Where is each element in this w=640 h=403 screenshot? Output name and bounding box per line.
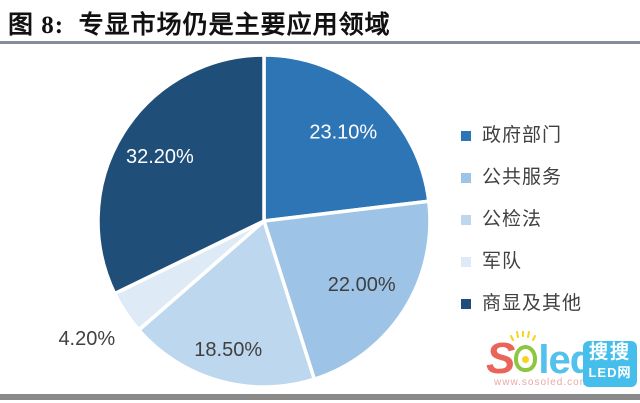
sun-rays-icon (510, 331, 536, 341)
legend-item-military: 军队 (461, 252, 582, 272)
legend-label: 政府部门 (482, 125, 563, 146)
badge-text-lednet: LED网 (588, 365, 632, 380)
watermark-badge: 搜搜 LED网 (583, 341, 637, 387)
pie-data-label-3: 4.20% (58, 328, 115, 350)
title-underline (0, 41, 640, 44)
pie-data-label-0: 23.10% (309, 122, 377, 144)
legend-label: 商显及其他 (482, 293, 583, 314)
legend-marker-icon (461, 215, 471, 225)
legend-label: 军队 (482, 251, 523, 272)
legend-marker-icon (461, 131, 471, 141)
legend-item-commercial-other: 商显及其他 (461, 294, 582, 314)
legend-item-public-services: 公共服务 (461, 168, 582, 188)
chart-legend: 政府部门 公共服务 公检法 军队 商显及其他 (461, 126, 582, 314)
pie-slice-4 (96, 53, 266, 296)
legend-label: 公共服务 (482, 167, 563, 188)
watermark-url: www.sosoled.com (494, 377, 590, 388)
badge-text-sousou: 搜搜 (588, 342, 631, 363)
pie-slice-2 (137, 219, 317, 389)
legend-marker-icon (461, 257, 471, 267)
pie-data-label-1: 22.00% (328, 274, 396, 296)
pie-data-label-4: 32.20% (126, 146, 194, 168)
bulb-icon (514, 345, 538, 372)
legend-item-judicial: 公检法 (461, 210, 582, 230)
logo-letter-s: S (486, 334, 515, 383)
legend-label: 公检法 (482, 209, 543, 230)
pie-slice-0 (262, 53, 431, 223)
legend-item-government: 政府部门 (461, 126, 582, 146)
legend-marker-icon (461, 299, 471, 309)
pie-data-label-2: 18.50% (194, 339, 262, 361)
figure-title: 图 8: 专显市场仍是主要应用领域 (8, 12, 391, 39)
legend-marker-icon (461, 173, 471, 183)
pie-slice-1 (262, 199, 432, 381)
bottom-divider-bar (0, 394, 640, 400)
